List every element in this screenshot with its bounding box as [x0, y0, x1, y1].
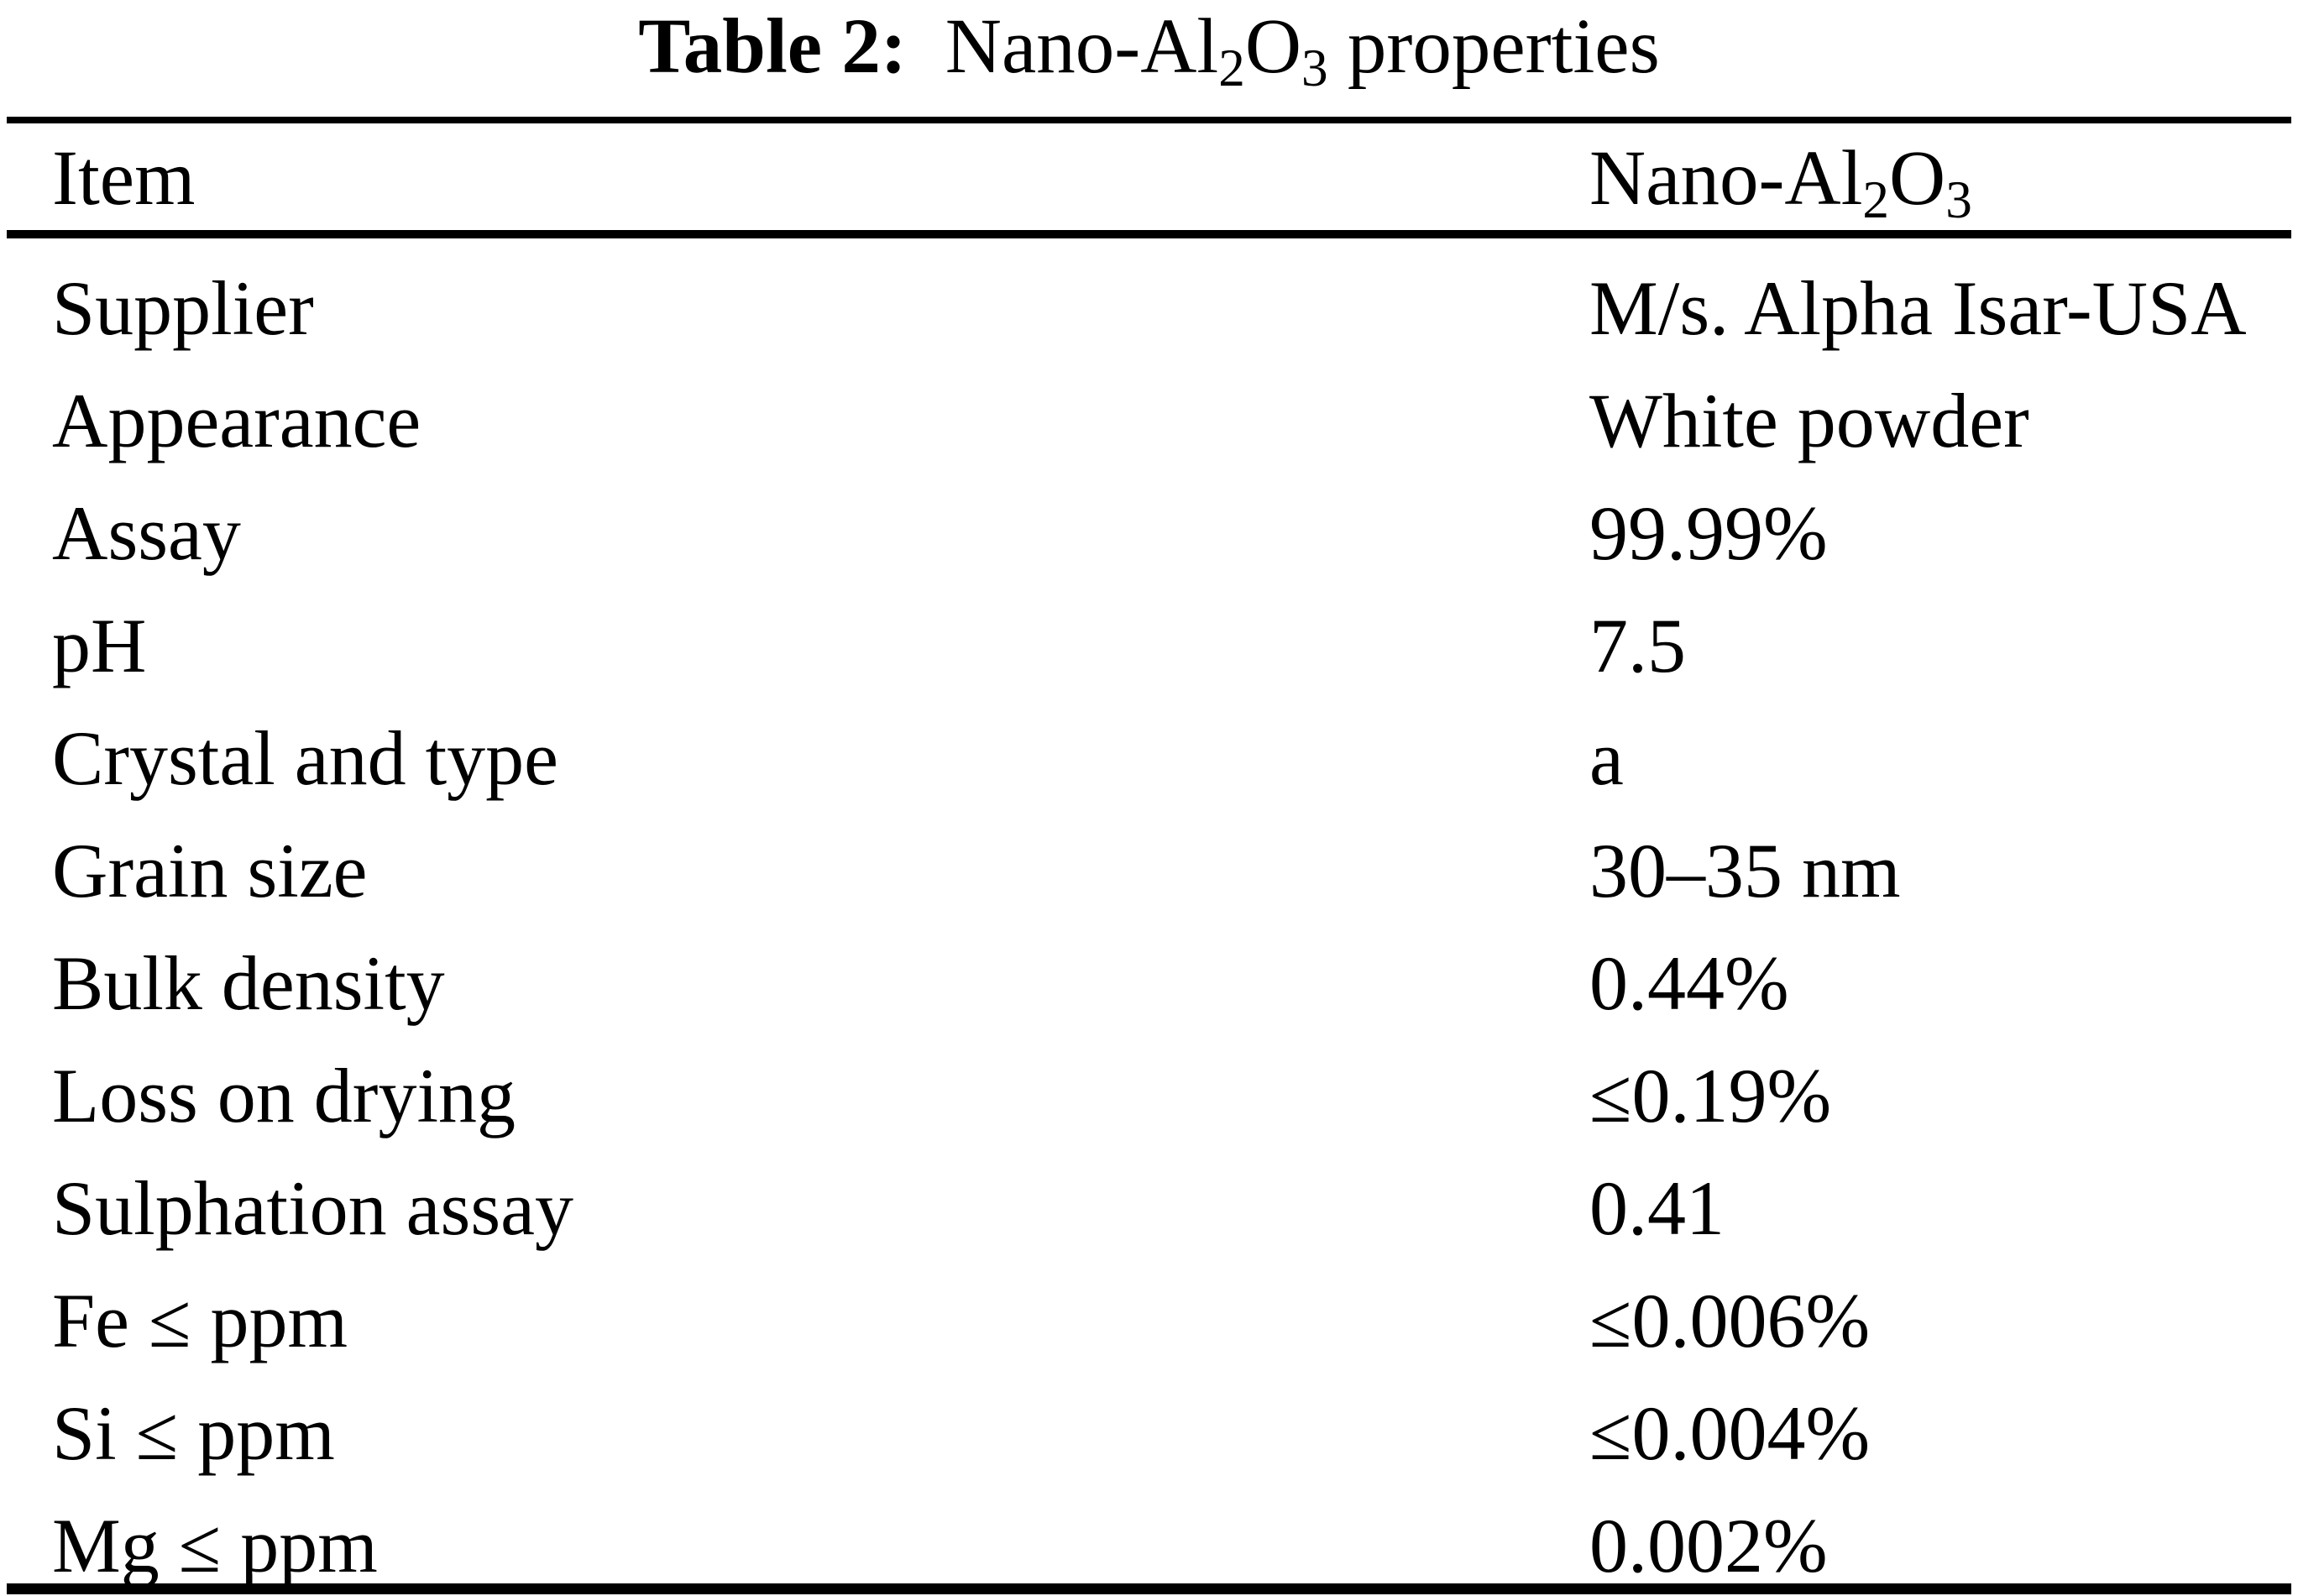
- row-value: M/s. Alpha Isar-USA: [1589, 265, 2247, 351]
- caption-formula-pre: Nano-Al: [945, 3, 1219, 90]
- row-item-label: Appearance: [52, 378, 421, 463]
- row-value: 99.99%: [1589, 490, 1828, 576]
- table-header-row: Item Nano-Al2O3: [0, 128, 2298, 230]
- row-value: 0.44%: [1589, 940, 1789, 1026]
- table-row-si: Si ≤ ppm ≤0.004%: [0, 1377, 2298, 1489]
- header-formula-pre: Nano-Al: [1589, 135, 1863, 222]
- header-formula-sub-2: 2: [1862, 170, 1890, 229]
- row-item-label: Crystal and type: [52, 715, 558, 801]
- table-row-grain-size: Grain size 30–35 nm: [0, 814, 2298, 927]
- row-value: ≤0.004%: [1589, 1390, 1871, 1476]
- table-number-label: Table 2:: [638, 3, 907, 90]
- table-row-sulphation-assay: Sulphation assay 0.41: [0, 1152, 2298, 1264]
- row-value: 0.002%: [1589, 1503, 1828, 1588]
- row-value: 0.41: [1589, 1165, 1725, 1251]
- row-item-label: Sulphation assay: [52, 1165, 573, 1251]
- row-item-label: Si ≤ ppm: [52, 1390, 335, 1476]
- table-caption-text: Nano-Al2O3 properties: [945, 3, 1660, 94]
- table-row-ph: pH 7.5: [0, 589, 2298, 702]
- header-formula-sub-3: 3: [1945, 170, 1972, 229]
- row-item-label: Fe ≤ ppm: [52, 1278, 348, 1363]
- table-row-assay: Assay 99.99%: [0, 477, 2298, 589]
- table-row-crystal-type: Crystal and type a: [0, 702, 2298, 814]
- row-item-label: pH: [52, 603, 147, 688]
- table-row-fe: Fe ≤ ppm ≤0.006%: [0, 1264, 2298, 1377]
- table-caption: Table 2: Nano-Al2O3 properties: [0, 0, 2298, 94]
- table-top-rule: [7, 117, 2291, 123]
- row-item-label: Grain size: [52, 828, 368, 913]
- table-header-rule: [7, 230, 2291, 238]
- table-bottom-rule: [7, 1583, 2291, 1594]
- table-row-mg: Mg ≤ ppm 0.002%: [0, 1489, 2298, 1596]
- row-item-label: Assay: [52, 490, 241, 576]
- row-value: ≤0.19%: [1589, 1053, 1832, 1138]
- row-value: a: [1589, 715, 1624, 801]
- row-item-label: Loss on drying: [52, 1053, 516, 1138]
- table-row-loss-on-drying: Loss on drying ≤0.19%: [0, 1039, 2298, 1152]
- row-value: 7.5: [1589, 603, 1686, 688]
- row-item-label: Mg ≤ ppm: [52, 1503, 378, 1588]
- table-row-bulk-density: Bulk density 0.44%: [0, 927, 2298, 1039]
- column-header-value: Nano-Al2O3: [1589, 128, 1972, 230]
- row-value: ≤0.006%: [1589, 1278, 1871, 1363]
- row-item-label: Supplier: [52, 265, 314, 351]
- row-value: 30–35 nm: [1589, 828, 1901, 913]
- row-value: White powder: [1589, 378, 2029, 463]
- table-row-appearance: Appearance White powder: [0, 364, 2298, 477]
- column-header-item: Item: [52, 135, 196, 222]
- caption-formula-o: O: [1244, 3, 1302, 90]
- caption-formula-sub-2: 2: [1218, 38, 1245, 97]
- row-item-label: Bulk density: [52, 940, 445, 1026]
- caption-suffix: properties: [1327, 3, 1660, 90]
- caption-formula-sub-3: 3: [1301, 38, 1328, 97]
- header-formula-o: O: [1889, 135, 1946, 222]
- table-row-supplier: Supplier M/s. Alpha Isar-USA: [0, 252, 2298, 364]
- table-body: Supplier M/s. Alpha Isar-USA Appearance …: [0, 252, 2298, 1596]
